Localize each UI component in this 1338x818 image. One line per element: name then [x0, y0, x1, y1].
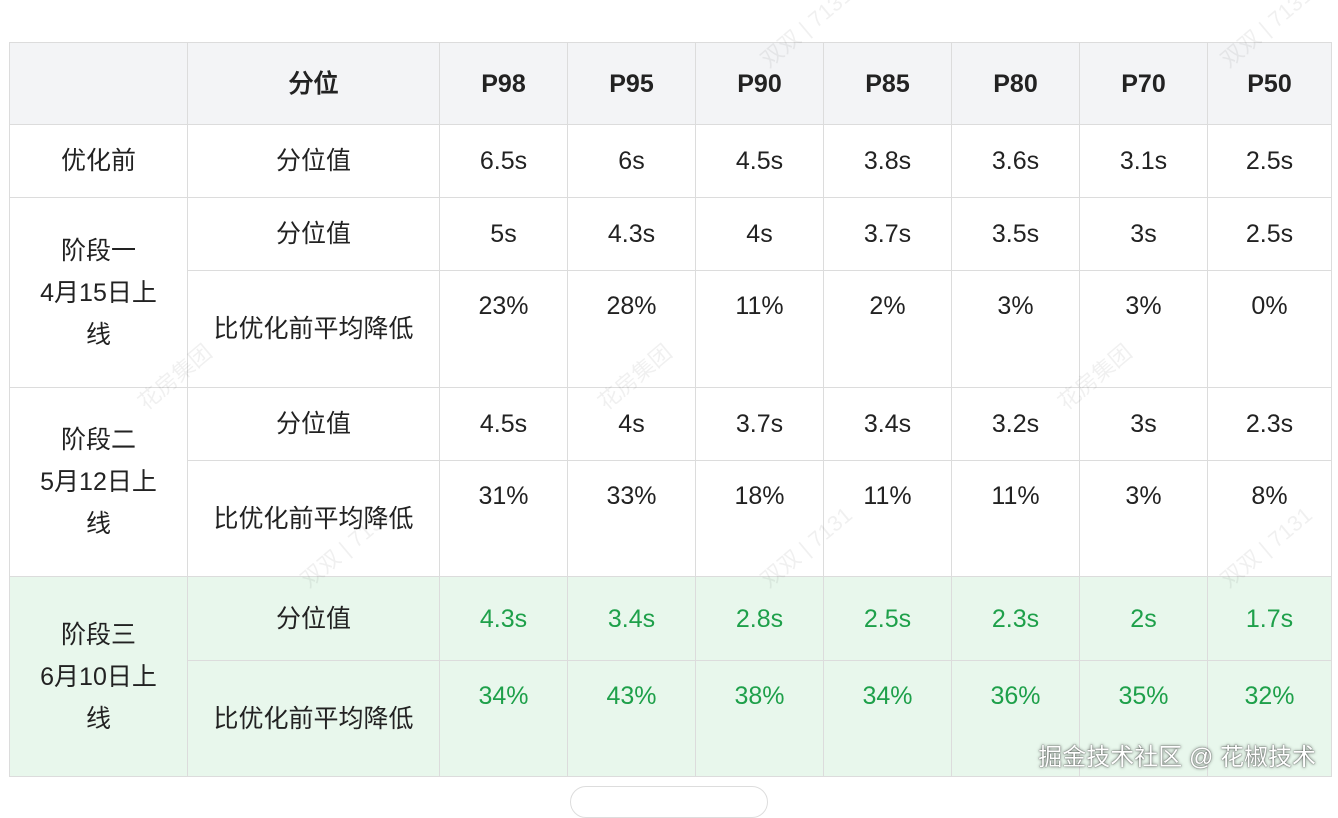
reduction-label: 比优化前平均降低 [187, 660, 440, 777]
header-p70: P70 [1079, 42, 1208, 125]
value-cell: 2.5s [823, 576, 952, 661]
value-cell: 2s [1079, 576, 1208, 661]
reduction-cell: 33% [567, 460, 696, 577]
value-cell: 4.5s [695, 124, 824, 198]
table-row: 比优化前平均降低 31% 33% 18% 11% 11% 3% 8% [10, 460, 1332, 577]
value-cell: 3.1s [1079, 124, 1208, 198]
value-cell: 3.6s [951, 124, 1080, 198]
bottom-button[interactable] [570, 786, 768, 818]
percentile-table: 分位 P98 P95 P90 P85 P80 P70 P50 优化前 分位值 6.5… [9, 42, 1332, 777]
table-row: 阶段二 5月12日上线 分位值 4.5s 4s 3.7s 3.4s 3.2s 3s 2.3s [9, 387, 1332, 577]
value-cell: 1.7s [1207, 576, 1332, 661]
reduction-cell: 43% [567, 660, 696, 777]
reduction-cell: 2% [823, 270, 952, 388]
stage-label: 阶段三 6月10日上线 [9, 576, 188, 777]
reduction-cell: 11% [695, 270, 824, 388]
reduction-cell: 35% [1079, 660, 1208, 777]
header-p95: P95 [567, 42, 696, 125]
value-cell: 2.3s [951, 576, 1080, 661]
value-cell: 4.3s [439, 576, 568, 661]
reduction-cell: 11% [951, 460, 1080, 577]
reduction-cell: 23% [439, 270, 568, 388]
value-cell: 3.4s [567, 576, 696, 661]
table-row: 阶段一 4月15日上线 分位值 5s 4.3s 4s 3.7s 3.5s 3s 2.5s [9, 197, 1332, 388]
value-cell: 3.2s [951, 387, 1080, 461]
reduction-label: 比优化前平均降低 [187, 460, 440, 577]
stage-label: 阶段一 4月15日上线 [9, 197, 188, 388]
reduction-cell: 38% [695, 660, 824, 777]
value-cell: 4.3s [567, 197, 696, 271]
reduction-cell: 32% [1207, 660, 1332, 777]
metric-label: 分位值 [187, 387, 440, 461]
header-p85: P85 [823, 42, 952, 125]
header-p50: P50 [1207, 42, 1332, 125]
value-cell: 6s [567, 124, 696, 198]
table-row: 比优化前平均降低 23% 28% 11% 2% 3% 3% 0% [10, 270, 1332, 388]
reduction-cell: 3% [1079, 460, 1208, 577]
reduction-cell: 11% [823, 460, 952, 577]
header-row: 分位 P98 P95 P90 P85 P80 P70 P50 [9, 42, 1332, 125]
value-cell: 3.8s [823, 124, 952, 198]
reduction-cell: 28% [567, 270, 696, 388]
value-cell: 6.5s [439, 124, 568, 198]
metric-label: 分位值 [187, 197, 440, 271]
reduction-cell: 0% [1207, 270, 1332, 388]
reduction-label: 比优化前平均降低 [187, 270, 440, 388]
header-p90: P90 [695, 42, 824, 125]
reduction-cell: 18% [695, 460, 824, 577]
stage-label: 优化前 [9, 124, 188, 198]
value-cell: 3.7s [695, 387, 824, 461]
reduction-cell: 34% [823, 660, 952, 777]
reduction-cell: 34% [439, 660, 568, 777]
value-cell: 3.4s [823, 387, 952, 461]
metric-label: 分位值 [187, 124, 440, 198]
value-cell: 2.5s [1207, 197, 1332, 271]
header-corner [9, 42, 188, 125]
metric-label: 分位值 [187, 576, 440, 661]
reduction-cell: 31% [439, 460, 568, 577]
value-cell: 3.7s [823, 197, 952, 271]
reduction-cell: 3% [951, 270, 1080, 388]
table-row: 优化前 分位值 6.5s 6s 4.5s 3.8s 3.6s 3.1s 2.5s [9, 124, 1332, 198]
value-cell: 4s [695, 197, 824, 271]
value-cell: 3s [1079, 197, 1208, 271]
value-cell: 3s [1079, 387, 1208, 461]
table-row: 阶段三 6月10日上线 分位值 4.3s 3.4s 2.8s 2.5s 2.3s 2s 1.7s [9, 576, 1332, 777]
reduction-cell: 3% [1079, 270, 1208, 388]
value-cell: 4s [567, 387, 696, 461]
reduction-cell: 36% [951, 660, 1080, 777]
value-cell: 2.5s [1207, 124, 1332, 198]
value-cell: 2.8s [695, 576, 824, 661]
header-p98: P98 [439, 42, 568, 125]
header-label: 分位 [187, 42, 440, 125]
reduction-cell: 8% [1207, 460, 1332, 577]
header-p80: P80 [951, 42, 1080, 125]
value-cell: 5s [439, 197, 568, 271]
source-credit: 掘金技术社区 @ 花椒技术 [1038, 744, 1316, 771]
stage-label: 阶段二 5月12日上线 [9, 387, 188, 577]
table-row: 比优化前平均降低 34% 43% 38% 34% 36% 35% 32% [10, 660, 1332, 777]
value-cell: 3.5s [951, 197, 1080, 271]
value-cell: 4.5s [439, 387, 568, 461]
value-cell: 2.3s [1207, 387, 1332, 461]
